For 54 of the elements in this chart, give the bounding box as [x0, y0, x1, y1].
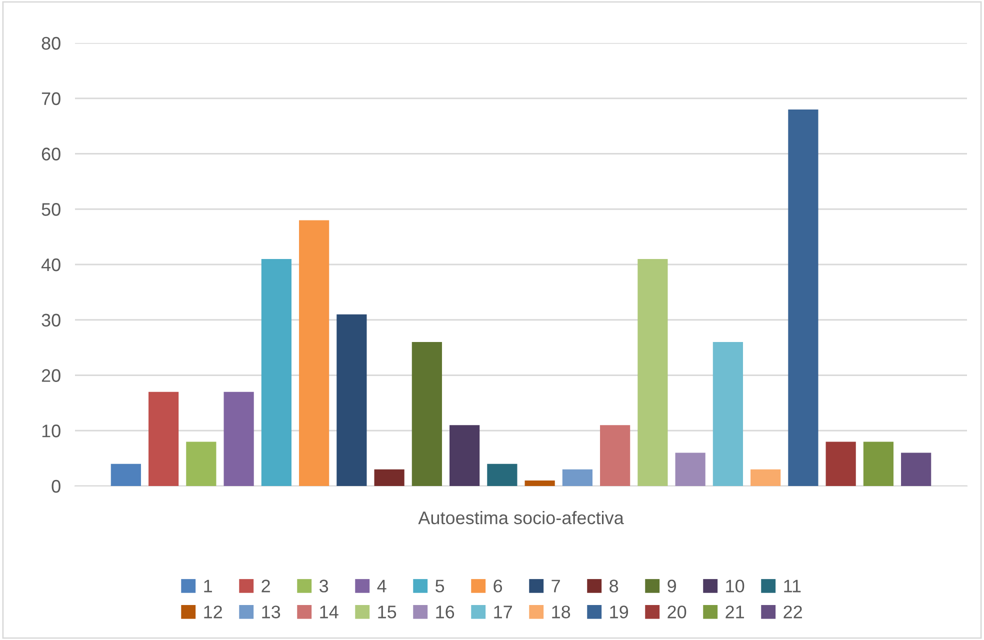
bar	[524, 480, 555, 486]
legend-label: 15	[378, 606, 396, 618]
x-tick-label: Autoestima socio-afectiva	[418, 511, 624, 524]
y-tick-label: 70	[42, 92, 60, 106]
y-tick-label: 80	[42, 36, 60, 50]
bar	[675, 452, 706, 486]
legend-label: 3	[319, 580, 328, 592]
legend-label: 7	[552, 580, 560, 592]
bar	[412, 342, 442, 486]
legend-label: 14	[320, 606, 338, 618]
bar	[638, 258, 668, 486]
y-tick-label: 30	[42, 314, 60, 327]
y-tick-label: 50	[42, 203, 60, 216]
bar	[712, 342, 743, 486]
bar	[487, 464, 518, 486]
y-tick-label: 0	[52, 480, 60, 493]
legend-label: 4	[377, 580, 386, 592]
legend-label: 22	[784, 606, 802, 618]
legend-label: 2	[262, 580, 270, 592]
legend-label: 13	[262, 606, 280, 618]
legend-label: 20	[668, 606, 686, 618]
bar	[750, 469, 781, 486]
legend-label: 10	[726, 580, 744, 592]
bar	[299, 220, 330, 486]
bar	[562, 469, 592, 486]
legend-label: 19	[610, 606, 628, 618]
y-tick-label: 40	[41, 258, 60, 272]
legend-label: 1	[204, 580, 212, 592]
legend-label: 11	[784, 580, 801, 592]
bar	[374, 469, 404, 486]
legend-label: 6	[494, 580, 502, 592]
bar	[224, 392, 254, 486]
bar	[336, 314, 367, 486]
legend-label: 5	[436, 580, 444, 592]
bar	[450, 425, 480, 486]
legend-label: 18	[552, 606, 570, 618]
bar	[110, 464, 141, 486]
legend-label: 12	[204, 606, 222, 618]
y-tick-label: 10	[42, 424, 60, 438]
bar	[261, 258, 292, 486]
legend-label: 21	[726, 606, 744, 618]
bar	[901, 452, 932, 486]
bar	[826, 442, 856, 486]
legend-label: 9	[668, 580, 676, 592]
bar	[788, 109, 818, 486]
legend-label: 8	[610, 580, 618, 592]
bar	[863, 442, 894, 486]
legend-label: 16	[436, 606, 454, 618]
bar	[186, 442, 216, 486]
legend-label: 17	[494, 606, 512, 618]
y-tick-label: 20	[42, 369, 60, 382]
bar	[600, 425, 630, 486]
y-tick-label: 60	[42, 148, 60, 160]
bar	[148, 392, 179, 486]
